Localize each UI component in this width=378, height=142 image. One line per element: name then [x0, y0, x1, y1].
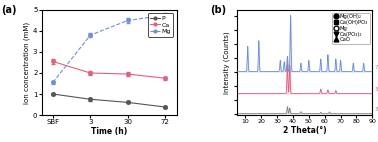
Legend: Mg(OH)₂, Ca(OH)PO₃, Mg, Ca(PO₃)₂, CaO: Mg(OH)₂, Ca(OH)PO₃, Mg, Ca(PO₃)₂, CaO — [333, 13, 370, 44]
Text: 3h: 3h — [375, 107, 378, 112]
Text: (b): (b) — [210, 5, 226, 15]
Text: (a): (a) — [1, 5, 17, 15]
Y-axis label: Ion concentration (mM): Ion concentration (mM) — [24, 21, 30, 104]
X-axis label: 2 Theta(°): 2 Theta(°) — [283, 126, 327, 135]
Text: 30h: 30h — [375, 87, 378, 92]
Text: 72h: 72h — [375, 65, 378, 70]
X-axis label: Time (h): Time (h) — [91, 127, 127, 136]
Legend: P, Ca, Mg: P, Ca, Mg — [148, 13, 174, 37]
Y-axis label: Intensity (Counts): Intensity (Counts) — [224, 31, 230, 94]
